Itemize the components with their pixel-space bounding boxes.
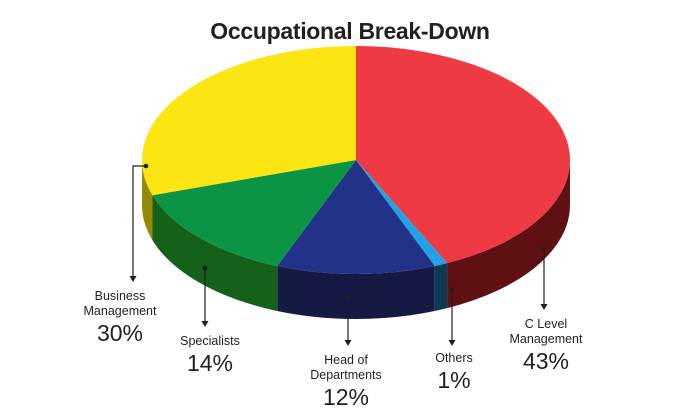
leader-others xyxy=(448,287,456,346)
label-specialists-line1: Specialists xyxy=(180,334,240,348)
pie-side-head-of-departments xyxy=(277,265,435,319)
pie-side-others xyxy=(434,263,448,311)
pie-slice-head-of-departments xyxy=(277,160,435,274)
label-c-level-management-value: 43% xyxy=(522,348,570,374)
leader-business-management xyxy=(129,163,149,282)
pie-sides xyxy=(142,160,570,319)
label-c-level-management-line1: C Level xyxy=(524,317,568,331)
pie-side-c-level-management xyxy=(447,160,570,309)
leader-head-of-departments xyxy=(344,294,352,346)
label-head-of-departments-line2: Departments xyxy=(310,368,382,382)
label-c-level-management-line2: Management xyxy=(509,332,583,346)
label-specialists: Specialists 14% xyxy=(160,334,260,377)
label-business-management-line2: Management xyxy=(83,304,157,318)
chart-title: Occupational Break-Down xyxy=(210,18,490,44)
label-business-management-value: 30% xyxy=(96,320,144,346)
pie-side-specialists xyxy=(152,195,278,311)
label-c-level-management: C Level Management 43% xyxy=(486,317,606,375)
pie-slice-c-level-management xyxy=(356,46,570,264)
label-others-value: 1% xyxy=(437,367,471,393)
pie-side-business-management xyxy=(142,160,153,241)
pie-tops xyxy=(141,46,570,274)
pie-slice-others xyxy=(356,160,448,266)
label-head-of-departments-line1: Head of xyxy=(324,353,368,367)
label-head-of-departments-value: 12% xyxy=(322,384,370,410)
label-specialists-value: 14% xyxy=(186,350,234,376)
pie-slice-business-management xyxy=(141,46,356,196)
label-others-line1: Others xyxy=(435,351,473,365)
label-head-of-departments: Head of Departments 12% xyxy=(286,353,406,411)
pie-slice-specialists xyxy=(152,160,356,266)
leader-c-level-management xyxy=(540,246,548,310)
leader-specialists xyxy=(201,265,209,327)
leader-lines xyxy=(129,163,548,346)
label-others: Others 1% xyxy=(414,351,494,394)
label-business-management: Business Management 30% xyxy=(60,289,180,347)
label-business-management-line1: Business xyxy=(94,289,146,303)
